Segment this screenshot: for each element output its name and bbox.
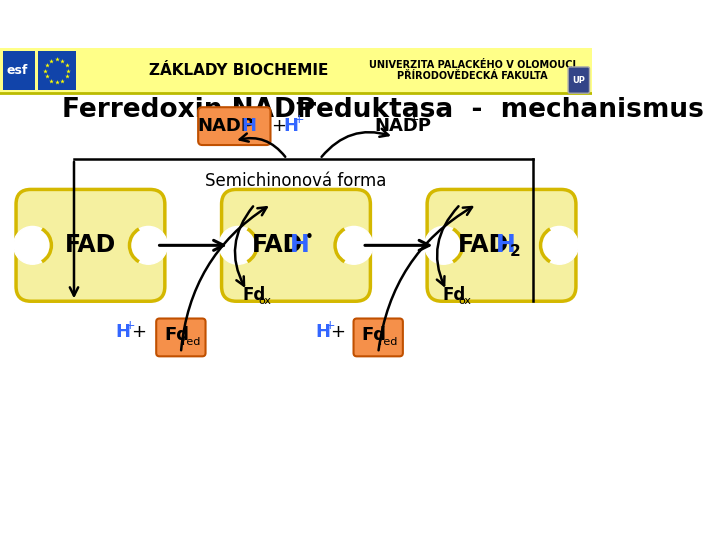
FancyBboxPatch shape (427, 190, 576, 301)
Circle shape (219, 226, 257, 264)
Text: +: + (294, 113, 305, 126)
Bar (38, 51, 76, 90)
Text: H: H (496, 233, 516, 258)
Text: Ferredoxin NADP: Ferredoxin NADP (62, 97, 315, 123)
Circle shape (425, 226, 462, 264)
Text: +: + (294, 95, 308, 113)
Text: H: H (116, 323, 131, 341)
Text: Fd: Fd (164, 326, 189, 344)
Text: reduktasa  -  mechanismus: reduktasa - mechanismus (302, 97, 703, 123)
Text: +: + (325, 319, 335, 333)
FancyBboxPatch shape (354, 319, 403, 356)
Text: H: H (315, 323, 330, 341)
Text: Semichinonová forma: Semichinonová forma (205, 172, 387, 190)
FancyBboxPatch shape (222, 190, 370, 301)
Text: FAD: FAD (252, 233, 304, 258)
Text: PŘÍRODOVĚDECKÁ FAKULTA: PŘÍRODOVĚDECKÁ FAKULTA (397, 71, 548, 82)
Text: +: + (271, 117, 287, 135)
Circle shape (335, 226, 373, 264)
Bar (4, 51, 35, 90)
Text: FAD: FAD (65, 233, 116, 258)
Text: +: + (125, 319, 135, 333)
Text: ZÁKLADY BIOCHEMIE: ZÁKLADY BIOCHEMIE (149, 63, 328, 78)
Text: H: H (290, 233, 310, 258)
Text: UNIVERZITA PALACKÉHO V OLOMOUCI: UNIVERZITA PALACKÉHO V OLOMOUCI (369, 60, 576, 70)
FancyBboxPatch shape (156, 319, 205, 356)
Circle shape (541, 226, 578, 264)
Text: Fd: Fd (243, 286, 266, 303)
Text: red: red (379, 338, 397, 347)
Text: Fd: Fd (361, 326, 387, 344)
Text: +: + (130, 323, 145, 341)
Text: ox: ox (458, 296, 471, 306)
Circle shape (14, 226, 51, 264)
FancyBboxPatch shape (198, 107, 271, 145)
Text: esf: esf (6, 64, 28, 77)
Text: +: + (408, 113, 419, 126)
Circle shape (130, 226, 167, 264)
Text: 2: 2 (510, 244, 521, 259)
Text: NADP: NADP (197, 117, 255, 135)
Text: FAD: FAD (458, 233, 509, 258)
Text: UP: UP (572, 76, 585, 85)
Bar (0, 48, 592, 93)
Text: +: + (330, 323, 346, 341)
Text: H: H (284, 117, 299, 135)
FancyBboxPatch shape (568, 67, 590, 93)
Text: red: red (181, 338, 200, 347)
FancyBboxPatch shape (16, 190, 165, 301)
Text: H: H (242, 117, 256, 135)
Text: Fd: Fd (442, 286, 466, 303)
Text: •: • (305, 231, 314, 246)
Text: ox: ox (258, 296, 271, 306)
Text: NADP: NADP (374, 117, 431, 135)
